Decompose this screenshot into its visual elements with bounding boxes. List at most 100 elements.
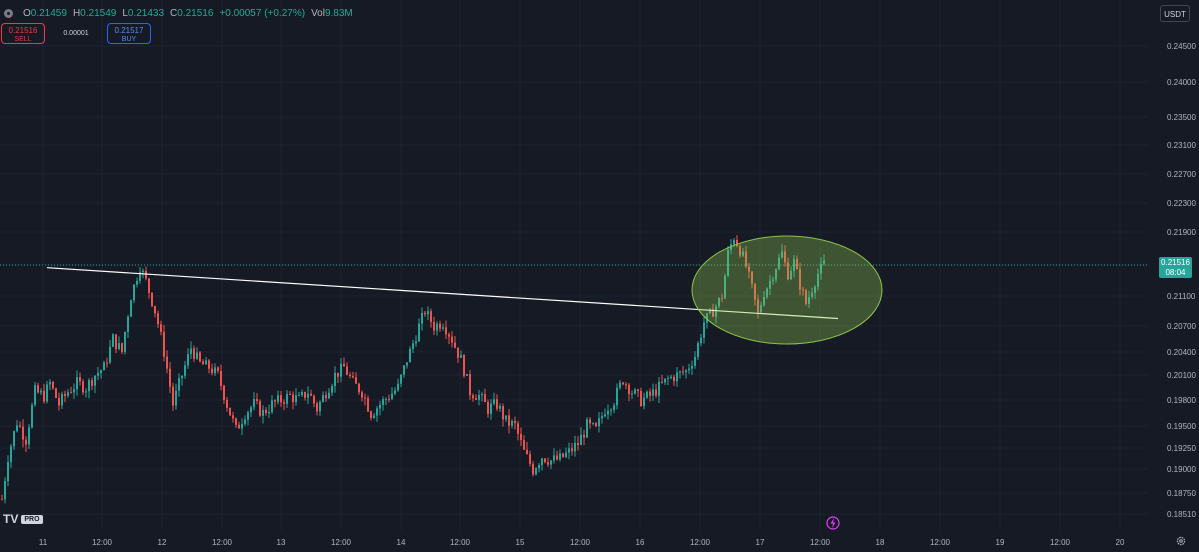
visibility-eye-icon[interactable] xyxy=(4,8,13,18)
candle-body xyxy=(355,377,357,384)
candle-body xyxy=(82,381,84,393)
candle-body xyxy=(610,409,612,411)
candle-body xyxy=(88,380,90,392)
candle-body xyxy=(787,262,789,280)
candle-body xyxy=(304,392,306,398)
candle-body xyxy=(1,499,3,501)
time-tick-label: 12:00 xyxy=(450,538,471,547)
candle-body xyxy=(316,403,318,412)
candle-body xyxy=(493,399,495,404)
candle-body xyxy=(571,448,573,452)
candle-body xyxy=(232,415,234,419)
candle-body xyxy=(109,346,111,363)
candle-body xyxy=(499,405,501,409)
candle-body xyxy=(139,272,141,281)
trendline[interactable] xyxy=(46,267,839,320)
logo-text: TV xyxy=(3,512,19,526)
candle-body xyxy=(172,386,174,406)
candle-body xyxy=(22,426,24,440)
sell-button[interactable]: 0.21516 SELL xyxy=(1,23,45,44)
candle-body xyxy=(496,399,498,409)
candle-body xyxy=(808,296,810,304)
candle-body xyxy=(619,382,621,388)
candle-body xyxy=(343,363,345,367)
highlight-ellipse[interactable] xyxy=(691,235,883,345)
candle-body xyxy=(79,377,81,382)
candle-body xyxy=(34,385,36,405)
price-tick-label: 0.23100 xyxy=(1167,141,1196,150)
candle-body xyxy=(16,425,18,432)
candle-body xyxy=(310,393,312,396)
price-tick-label: 0.18510 xyxy=(1167,510,1196,519)
open-label: O xyxy=(23,7,31,19)
candle-body xyxy=(757,299,759,313)
candle-body xyxy=(58,397,60,406)
candle-body xyxy=(283,402,285,404)
time-axis[interactable]: 11 12:00 12 12:00 13 12:00 14 12:00 15 12:00 16 12:… xyxy=(39,538,1125,547)
price-axis[interactable]: 0.24500 0.24000 0.23500 0.23100 0.22700 0.223… xyxy=(1167,42,1196,519)
candle-body xyxy=(796,258,798,270)
candle-body xyxy=(28,427,30,445)
candle-body xyxy=(511,420,513,426)
candle-body xyxy=(46,384,48,402)
time-tick-label: 12:00 xyxy=(92,538,113,547)
candle-body xyxy=(7,462,9,482)
candle-body xyxy=(160,324,162,332)
currency-selector[interactable]: USDT xyxy=(1160,5,1190,22)
candle-body xyxy=(724,275,726,299)
price-tick-label: 0.19250 xyxy=(1167,444,1196,453)
candle-body xyxy=(526,449,528,454)
candle-body xyxy=(133,284,135,301)
candle-body xyxy=(769,280,771,289)
candle-body xyxy=(106,362,108,364)
candle-body xyxy=(580,434,582,446)
bar-countdown: 08:04 xyxy=(1165,268,1186,277)
candle-body xyxy=(184,365,186,376)
candle-body xyxy=(565,452,567,457)
candle-body xyxy=(151,292,153,307)
candle-body xyxy=(592,423,594,425)
candle-body xyxy=(406,362,408,366)
buy-price: 0.21517 xyxy=(114,26,144,35)
candle-body xyxy=(271,400,273,412)
tradingview-logo[interactable]: TV PRO xyxy=(3,512,43,526)
time-tick-label: 14 xyxy=(397,538,406,547)
candle-body xyxy=(10,446,12,463)
candle-body xyxy=(145,270,147,279)
candle-body xyxy=(40,390,42,393)
candle-body xyxy=(652,389,654,396)
candle-body xyxy=(235,418,237,425)
candle-body xyxy=(367,398,369,412)
close-value: 0.21516 xyxy=(177,7,214,19)
buy-button[interactable]: 0.21517 BUY xyxy=(107,23,151,44)
lightning-icon[interactable] xyxy=(826,516,840,530)
candle-body xyxy=(667,378,669,380)
candle-body xyxy=(577,442,579,446)
candle-body xyxy=(811,292,813,297)
candle-body xyxy=(379,404,381,409)
candle-body xyxy=(415,341,417,344)
candle-body xyxy=(541,458,543,466)
settings-gear-icon[interactable] xyxy=(1176,536,1186,546)
candle-body xyxy=(604,414,606,417)
high-label: H xyxy=(72,7,81,19)
price-tick-label: 0.22700 xyxy=(1167,170,1196,179)
candle-body xyxy=(13,431,15,447)
candle-body xyxy=(394,390,396,394)
candle-body xyxy=(553,455,555,461)
candle-body xyxy=(319,401,321,412)
low-value: 0.21433 xyxy=(127,7,165,19)
candle-body xyxy=(436,323,438,331)
candle-body xyxy=(199,352,201,362)
candle-body xyxy=(613,405,615,410)
candle-body xyxy=(409,348,411,363)
candle-body xyxy=(70,392,72,394)
candle-body xyxy=(223,385,225,400)
candle-body xyxy=(313,395,315,404)
candle-body xyxy=(259,401,261,416)
candle-body xyxy=(241,423,243,429)
candle-body xyxy=(733,239,735,245)
candle-body xyxy=(727,249,729,276)
candle-body xyxy=(586,419,588,438)
